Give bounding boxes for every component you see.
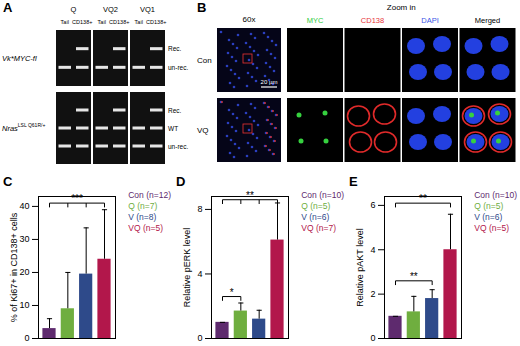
svg-text:Q: Q — [71, 5, 77, 14]
svg-text:VQ1: VQ1 — [140, 5, 155, 14]
svg-text:0: 0 — [197, 333, 202, 343]
svg-text:MYC: MYC — [307, 16, 324, 25]
html-text:E: E — [349, 174, 358, 189]
html-text:Con (n=12): Con (n=12) — [128, 190, 171, 200]
svg-text:CD138+: CD138+ — [72, 19, 92, 25]
svg-text:DAPI: DAPI — [421, 16, 439, 25]
svg-text:un-rec.: un-rec. — [168, 143, 188, 150]
svg-text:30: 30 — [19, 234, 29, 244]
svg-text:% of Ki67+ in CD138+ cells: % of Ki67+ in CD138+ cells — [9, 212, 19, 322]
svg-text:4: 4 — [370, 245, 375, 255]
svg-text:Relative pAKT level: Relative pAKT level — [355, 228, 365, 306]
html-text:Q (n=5): Q (n=5) — [301, 201, 331, 211]
svg-text:CD138+: CD138+ — [109, 19, 129, 25]
html-text:Q (n=7): Q (n=7) — [128, 201, 158, 211]
svg-text:60x: 60x — [243, 15, 256, 24]
svg-text:CD138+: CD138+ — [146, 19, 166, 25]
svg-text:**: ** — [246, 190, 254, 201]
svg-text:*: * — [230, 287, 234, 298]
html-text:Con (n=10): Con (n=10) — [474, 190, 517, 200]
svg-text:6: 6 — [370, 200, 375, 210]
svg-text:Vk*MYC-fl: Vk*MYC-fl — [2, 54, 37, 63]
svg-text:B: B — [197, 0, 206, 15]
html-text:VQ (n=7): VQ (n=7) — [301, 223, 336, 233]
html-text:VQ (n=5): VQ (n=5) — [474, 223, 509, 233]
svg-text:**: ** — [410, 271, 418, 282]
svg-text:Zoom in: Zoom in — [387, 3, 416, 12]
svg-text:Tail: Tail — [135, 19, 143, 25]
svg-text:Relative pERK level: Relative pERK level — [182, 228, 192, 308]
html-text:V (n=6): V (n=6) — [474, 212, 503, 222]
html-text:C: C — [3, 174, 13, 189]
html-text:V (n=6): V (n=6) — [301, 212, 330, 222]
svg-text:CD138: CD138 — [361, 16, 384, 25]
svg-text:20: 20 — [19, 267, 29, 277]
svg-text:WT: WT — [168, 125, 178, 132]
svg-text:Con: Con — [197, 56, 212, 65]
svg-text:2: 2 — [370, 289, 375, 299]
svg-text:VQ: VQ — [197, 126, 209, 135]
svg-text:Tail: Tail — [61, 19, 69, 25]
svg-text:40: 40 — [19, 201, 29, 211]
html-text:D: D — [176, 174, 186, 189]
svg-text:A: A — [3, 0, 13, 15]
svg-text:4: 4 — [197, 269, 202, 279]
svg-text:20 µm: 20 µm — [261, 79, 278, 85]
svg-text:Rec.: Rec. — [168, 45, 182, 52]
html-text:Con (n=10): Con (n=10) — [301, 190, 344, 200]
svg-text:8: 8 — [197, 204, 202, 214]
svg-text:Tail: Tail — [98, 19, 106, 25]
html-text:Q (n=5): Q (n=5) — [474, 201, 504, 211]
svg-text:Merged: Merged — [475, 16, 500, 25]
svg-text:VQ2: VQ2 — [103, 5, 118, 14]
svg-text:un-rec.: un-rec. — [168, 64, 188, 71]
svg-text:Rec.: Rec. — [168, 107, 182, 114]
svg-text:0: 0 — [370, 333, 375, 343]
svg-text:0: 0 — [24, 333, 29, 343]
svg-text:10: 10 — [19, 300, 29, 310]
html-text:VQ (n=5): VQ (n=5) — [128, 223, 163, 233]
html-text:V (n=8): V (n=8) — [128, 212, 157, 222]
svg-text:NrasLSL Q61R/+: NrasLSL Q61R/+ — [2, 122, 45, 133]
svg-text:***: *** — [71, 193, 83, 204]
svg-text:**: ** — [419, 193, 427, 204]
